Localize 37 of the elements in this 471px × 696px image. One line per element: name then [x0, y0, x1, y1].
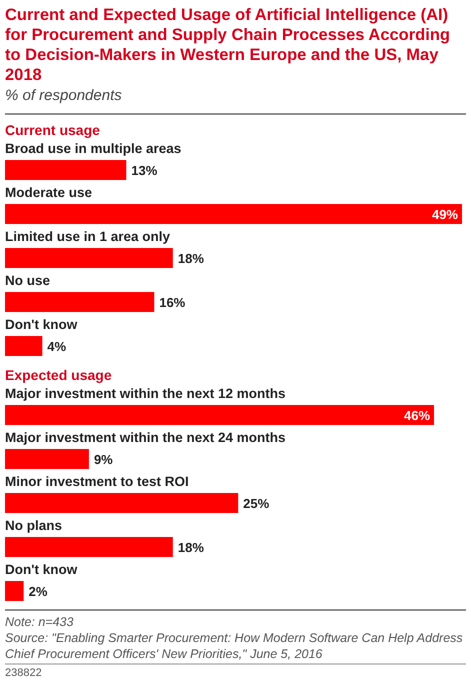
y-tick-label: Broad use in multiple areas — [5, 141, 182, 156]
text: Current and Expected Usage of Artificial Intelligence (AI) for Procurement and Supply Chain Processes According to Decision-Makers in Western Europe and the US, May 2018 — [5, 6, 450, 84]
bar — [5, 493, 238, 513]
data-label: 4% — [47, 339, 67, 354]
y-tick-label: Don't know — [5, 562, 78, 577]
y-tick-label: No plans — [5, 518, 62, 533]
bar — [5, 292, 154, 312]
data-label: 25% — [243, 496, 270, 511]
y-tick-label: No use — [5, 273, 50, 288]
bar — [5, 160, 126, 180]
bar — [5, 581, 24, 601]
chart-title: Current usage — [5, 122, 100, 138]
data-label: 16% — [159, 295, 186, 310]
text: Note: n=433 — [5, 615, 74, 629]
bar — [5, 248, 173, 268]
bar — [5, 449, 89, 469]
text: % of respondents — [5, 87, 122, 104]
bar — [5, 537, 173, 557]
bar — [5, 336, 42, 356]
data-label: 18% — [178, 251, 204, 266]
y-tick-label: Minor investment to test ROI — [5, 474, 189, 489]
data-label: 13% — [131, 163, 158, 178]
text: 238822 — [5, 667, 42, 679]
source-note: Source: "Enabling Smarter Procurement: How Modern Software Can Help Address Chief Procurement Officers' New Priorities," June 5, 2016 — [5, 631, 463, 661]
bar — [5, 204, 462, 224]
y-tick-label: Major investment within the next 12 months — [5, 386, 286, 401]
data-label: 18% — [178, 540, 204, 555]
y-tick-label: Moderate use — [5, 185, 93, 200]
y-tick-label: Don't know — [5, 317, 78, 332]
y-tick-label: Major investment within the next 24 months — [5, 430, 286, 445]
data-label: 9% — [94, 452, 114, 467]
bar — [5, 405, 434, 425]
data-label: 46% — [404, 408, 430, 423]
data-label: 49% — [432, 207, 458, 222]
chart-title: Expected usage — [5, 367, 112, 383]
y-tick-label: Limited use in 1 area only — [5, 229, 171, 244]
data-label: 2% — [28, 584, 48, 599]
